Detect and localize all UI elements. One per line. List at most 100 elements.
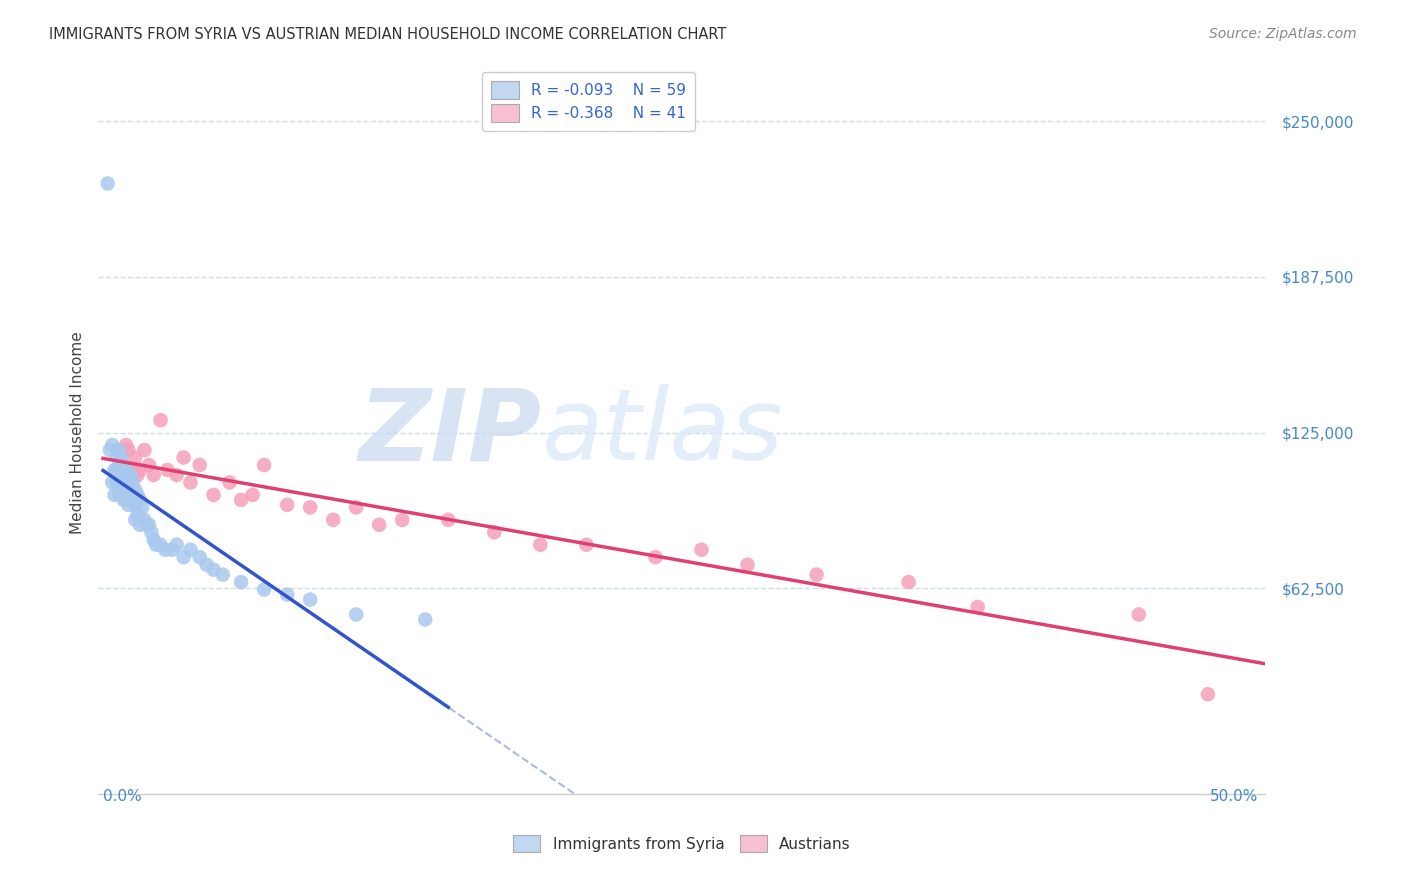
Point [153, 542, 176, 557]
Point [344, 607, 367, 622]
Point [120, 467, 142, 482]
Point [108, 458, 131, 472]
Point [127, 508, 149, 522]
Point [1128, 607, 1150, 622]
Point [149, 413, 172, 427]
Point [253, 582, 276, 597]
Point [276, 498, 298, 512]
Point [484, 525, 506, 540]
Point [202, 563, 225, 577]
Point [105, 463, 128, 477]
Legend: Immigrants from Syria, Austrians: Immigrants from Syria, Austrians [506, 829, 858, 858]
Point [112, 463, 135, 477]
Point [229, 575, 252, 590]
Text: 50.0%: 50.0% [1211, 789, 1258, 804]
Point [124, 498, 146, 512]
Point [127, 488, 149, 502]
Point [690, 542, 713, 557]
Point [134, 443, 156, 458]
Point [391, 513, 413, 527]
Point [122, 463, 145, 477]
Point [173, 450, 195, 465]
Point [124, 483, 146, 497]
Point [179, 542, 201, 557]
Point [229, 492, 252, 507]
Point [806, 567, 828, 582]
Text: ZIP: ZIP [359, 384, 541, 481]
Point [122, 475, 145, 490]
Point [124, 513, 146, 527]
Point [322, 513, 344, 527]
Point [156, 463, 179, 477]
Point [142, 533, 165, 547]
Point [134, 513, 156, 527]
Point [101, 438, 124, 452]
Point [110, 450, 132, 465]
Point [128, 517, 150, 532]
Point [644, 550, 666, 565]
Point [124, 450, 146, 465]
Point [103, 463, 125, 477]
Point [575, 538, 598, 552]
Point [211, 567, 233, 582]
Point [299, 592, 322, 607]
Point [166, 538, 188, 552]
Point [97, 177, 120, 191]
Point [195, 558, 218, 572]
Point [128, 492, 150, 507]
Text: 0.0%: 0.0% [103, 789, 142, 804]
Point [149, 538, 172, 552]
Point [112, 475, 135, 490]
Point [110, 467, 132, 482]
Point [188, 550, 211, 565]
Point [115, 488, 138, 502]
Point [160, 542, 183, 557]
Text: Source: ZipAtlas.com: Source: ZipAtlas.com [1209, 27, 1357, 41]
Point [115, 475, 138, 490]
Point [242, 488, 264, 502]
Point [131, 500, 153, 515]
Point [253, 458, 276, 472]
Point [108, 488, 131, 502]
Point [122, 492, 145, 507]
Point [145, 538, 167, 552]
Point [138, 458, 160, 472]
Point [437, 513, 460, 527]
Point [108, 443, 131, 458]
Point [135, 517, 157, 532]
Point [127, 467, 149, 482]
Y-axis label: Median Household Income: Median Household Income [69, 331, 84, 534]
Point [966, 600, 988, 615]
Point [120, 467, 142, 482]
Point [529, 538, 551, 552]
Point [98, 443, 121, 458]
Point [737, 558, 759, 572]
Point [117, 443, 139, 458]
Point [368, 517, 391, 532]
Point [110, 488, 132, 502]
Text: atlas: atlas [541, 384, 783, 481]
Point [897, 575, 920, 590]
Point [299, 500, 322, 515]
Point [115, 438, 138, 452]
Point [120, 488, 142, 502]
Point [101, 475, 124, 490]
Point [179, 475, 201, 490]
Text: IMMIGRANTS FROM SYRIA VS AUSTRIAN MEDIAN HOUSEHOLD INCOME CORRELATION CHART: IMMIGRANTS FROM SYRIA VS AUSTRIAN MEDIAN… [49, 27, 727, 42]
Point [138, 517, 160, 532]
Point [115, 463, 138, 477]
Point [276, 588, 298, 602]
Point [166, 467, 188, 482]
Point [108, 467, 131, 482]
Point [142, 467, 165, 482]
Point [188, 458, 211, 472]
Point [110, 450, 132, 465]
Point [117, 498, 139, 512]
Point [173, 550, 195, 565]
Point [218, 475, 240, 490]
Point [413, 612, 436, 626]
Point [344, 500, 367, 515]
Point [103, 488, 125, 502]
Point [117, 483, 139, 497]
Point [105, 475, 128, 490]
